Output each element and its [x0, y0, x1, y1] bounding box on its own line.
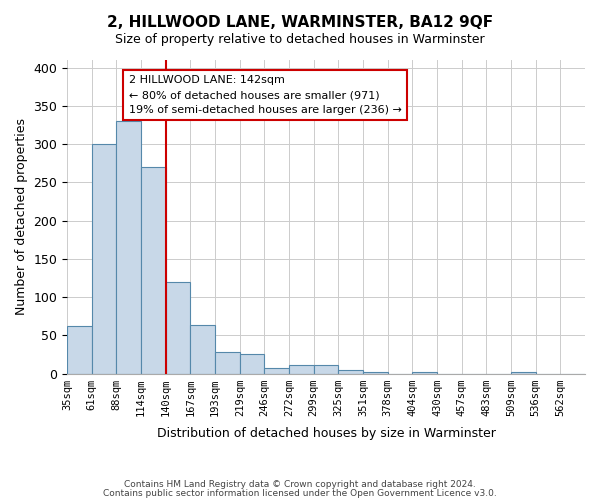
Bar — [190, 326, 215, 374]
Bar — [412, 372, 437, 374]
Bar — [265, 368, 289, 374]
Bar — [141, 167, 166, 374]
Bar — [166, 282, 190, 374]
Bar — [363, 372, 388, 374]
Bar — [215, 352, 240, 374]
Text: Contains HM Land Registry data © Crown copyright and database right 2024.: Contains HM Land Registry data © Crown c… — [124, 480, 476, 489]
Bar — [511, 372, 536, 374]
Bar — [67, 326, 92, 374]
Text: 2 HILLWOOD LANE: 142sqm
← 80% of detached houses are smaller (971)
19% of semi-d: 2 HILLWOOD LANE: 142sqm ← 80% of detache… — [129, 76, 401, 115]
Text: Size of property relative to detached houses in Warminster: Size of property relative to detached ho… — [115, 32, 485, 46]
X-axis label: Distribution of detached houses by size in Warminster: Distribution of detached houses by size … — [157, 427, 496, 440]
Bar — [116, 121, 141, 374]
Bar — [289, 365, 314, 374]
Bar — [338, 370, 363, 374]
Text: 2, HILLWOOD LANE, WARMINSTER, BA12 9QF: 2, HILLWOOD LANE, WARMINSTER, BA12 9QF — [107, 15, 493, 30]
Bar — [314, 365, 338, 374]
Y-axis label: Number of detached properties: Number of detached properties — [15, 118, 28, 316]
Bar — [240, 354, 265, 374]
Text: Contains public sector information licensed under the Open Government Licence v3: Contains public sector information licen… — [103, 488, 497, 498]
Bar — [92, 144, 116, 374]
